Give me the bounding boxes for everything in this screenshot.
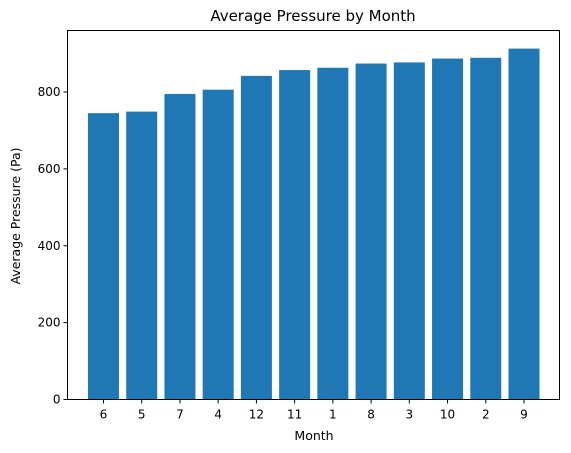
y-tick-label: 600	[38, 162, 61, 176]
bar-month-12	[240, 75, 272, 400]
x-tick-label: 12	[249, 408, 264, 422]
bar-month-11	[279, 70, 311, 400]
x-tick-label: 2	[482, 408, 490, 422]
x-ticks-group: 6 5 7 4 12 11 1 8 3 10 2 9	[100, 399, 528, 422]
bar-month-3	[393, 62, 425, 400]
chart-title: Average Pressure by Month	[210, 7, 415, 25]
x-tick-label: 9	[520, 408, 528, 422]
y-tick-label: 400	[38, 239, 61, 253]
y-tick-label: 800	[38, 85, 61, 99]
x-tick-label: 7	[176, 408, 184, 422]
bar-month-8	[355, 63, 387, 400]
x-tick-label: 3	[405, 408, 413, 422]
bar-month-5	[126, 111, 158, 400]
x-tick-label: 11	[287, 408, 302, 422]
y-axis-label: Average Pressure (Pa)	[8, 147, 23, 284]
bars-group	[88, 48, 540, 400]
y-ticks-group: 0 200 400 600 800	[38, 85, 68, 407]
x-tick-label: 1	[329, 408, 337, 422]
bar-month-7	[164, 93, 196, 400]
bar-month-1	[317, 67, 349, 400]
y-tick-label: 200	[38, 316, 61, 330]
x-tick-label: 8	[367, 408, 375, 422]
x-tick-label: 5	[138, 408, 146, 422]
bar-month-2	[470, 57, 502, 400]
bar-month-10	[432, 58, 464, 400]
bar-month-9	[508, 48, 540, 400]
y-tick-label: 0	[53, 393, 61, 407]
x-tick-label: 4	[214, 408, 222, 422]
x-tick-label: 10	[440, 408, 455, 422]
x-tick-label: 6	[100, 408, 108, 422]
plot-frame	[67, 30, 560, 400]
bar-month-4	[202, 89, 234, 400]
bar-month-6	[88, 113, 119, 400]
x-axis-label: Month	[294, 428, 333, 443]
